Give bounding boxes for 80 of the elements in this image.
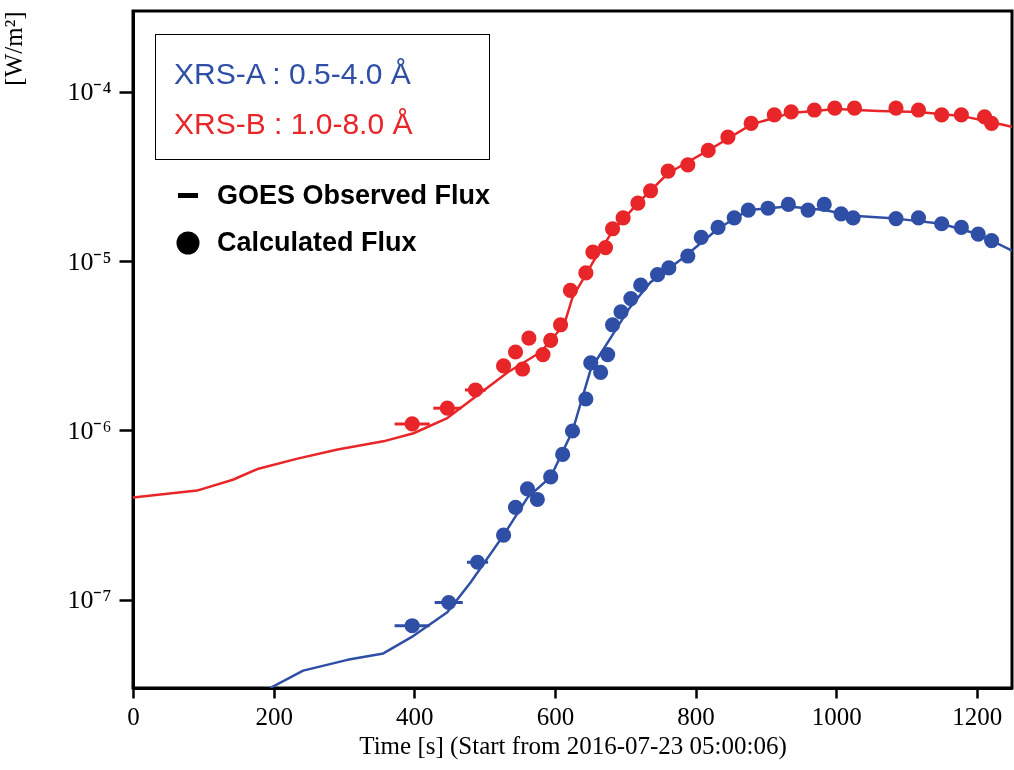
point	[953, 219, 969, 235]
point	[910, 210, 927, 226]
x-tick-label: 600	[536, 702, 575, 730]
x-tick-label: 800	[677, 702, 715, 730]
point	[888, 211, 904, 227]
point	[845, 210, 861, 226]
point	[743, 115, 759, 131]
point	[833, 206, 849, 222]
point	[642, 183, 659, 199]
point	[496, 527, 512, 543]
point	[605, 221, 621, 237]
point	[600, 347, 616, 363]
point	[519, 481, 536, 497]
point	[780, 196, 796, 212]
point	[984, 115, 1000, 131]
point	[661, 260, 677, 276]
point	[543, 469, 559, 485]
point	[630, 195, 646, 211]
point	[888, 100, 904, 116]
x-tick-label: 0	[127, 702, 140, 730]
point	[633, 277, 649, 293]
point	[507, 344, 524, 360]
point	[597, 240, 614, 256]
point	[521, 330, 537, 346]
point	[984, 233, 1000, 249]
point	[934, 107, 950, 123]
legend-frame: XRS-A : 0.5-4.0 Å XRS-B : 1.0-8.0 Å	[155, 34, 491, 160]
x-axis-title: Time [s] (Start from 2016-07-23 05:00:06)	[359, 731, 787, 760]
point	[529, 491, 545, 508]
point	[700, 142, 716, 159]
point	[680, 157, 696, 173]
point	[552, 317, 569, 333]
point	[514, 361, 531, 377]
point	[543, 332, 559, 348]
point	[760, 200, 776, 216]
annotation: GOES Observed Flux	[217, 180, 491, 211]
point	[564, 423, 581, 439]
point	[800, 202, 816, 218]
point	[585, 244, 601, 260]
point	[846, 100, 863, 116]
point	[623, 290, 639, 307]
point	[535, 347, 551, 363]
point	[710, 219, 726, 235]
point	[578, 391, 594, 407]
point	[934, 216, 950, 232]
point	[816, 196, 832, 212]
point	[507, 499, 524, 515]
point	[740, 202, 756, 218]
x-tick-label: 1000	[811, 702, 862, 730]
x-tick-label: 1200	[952, 702, 1003, 730]
point	[827, 100, 843, 116]
point	[720, 129, 736, 145]
point	[806, 102, 822, 118]
point	[555, 446, 571, 462]
point	[650, 267, 666, 283]
point	[605, 317, 621, 333]
point	[680, 248, 696, 264]
point	[660, 163, 676, 179]
point	[766, 107, 782, 123]
x-tick-label: 400	[396, 702, 434, 730]
point	[613, 304, 629, 320]
point	[562, 282, 578, 299]
point	[583, 355, 599, 371]
point	[953, 107, 969, 123]
y-axis-title: [W/m²]	[0, 11, 28, 86]
point	[693, 229, 709, 245]
x-tick-label: 200	[255, 702, 293, 730]
point	[615, 210, 631, 226]
point	[593, 364, 609, 380]
y-tick-label: 10⁻⁷	[67, 585, 112, 614]
y-tick-label: 10⁻⁴	[67, 77, 112, 107]
annotation: Calculated Flux	[217, 227, 417, 258]
point	[496, 358, 512, 374]
y-tick-label: 10⁻⁵	[67, 246, 112, 276]
point	[578, 265, 594, 281]
y-tick-label: 10⁻⁶	[67, 415, 112, 445]
point	[783, 104, 799, 120]
point	[970, 226, 986, 242]
point	[726, 210, 742, 226]
point	[910, 102, 927, 118]
